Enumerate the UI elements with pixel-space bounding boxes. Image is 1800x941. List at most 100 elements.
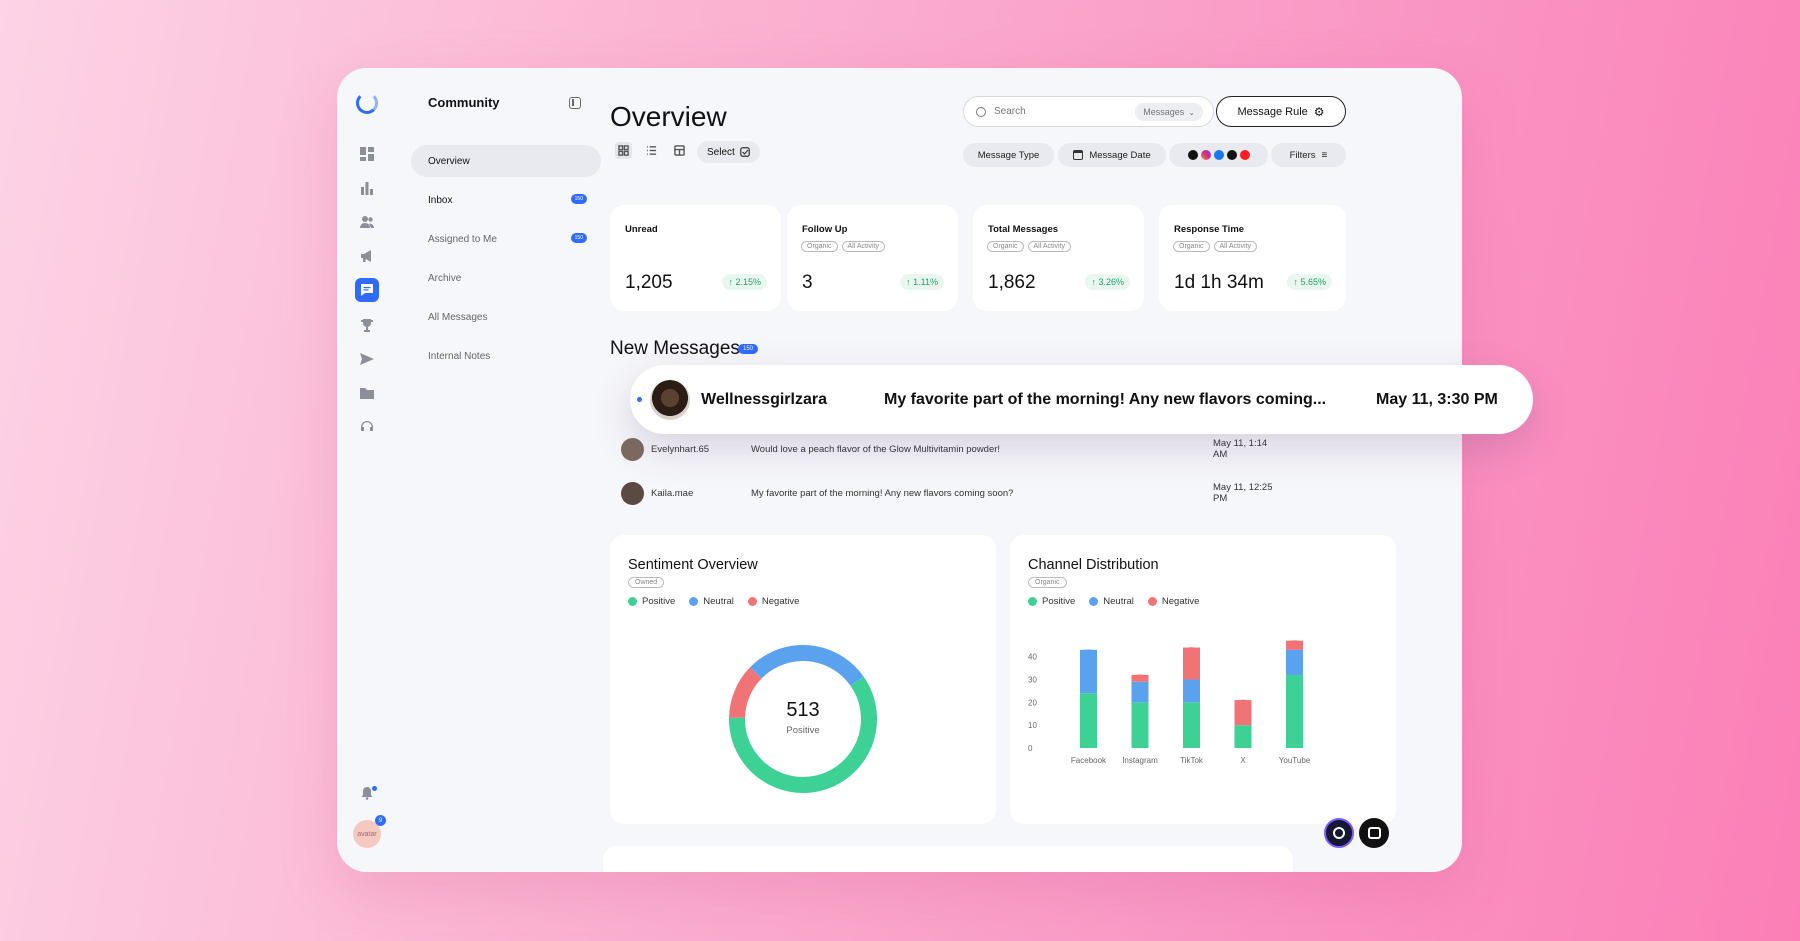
bar-cap-facebook — [1080, 649, 1097, 659]
bar-youtube-positive[interactable] — [1286, 674, 1303, 748]
sidebar-item-internal-notes[interactable]: Internal Notes — [411, 340, 601, 372]
y-tick-label: 30 — [1028, 676, 1037, 685]
kpi-card-total-messages[interactable]: Total Messages Organic All Activity 1,86… — [973, 205, 1144, 311]
message-row[interactable]: Evelynhart.65 Would love a peach flavor … — [603, 429, 1283, 469]
avatar — [621, 481, 644, 505]
message-type-filter[interactable]: Message Type — [963, 143, 1054, 167]
messages-icon[interactable] — [355, 278, 379, 302]
donut-center-label: Positive — [786, 725, 820, 736]
main-content: Overview Select Messages ⌄ Me — [593, 68, 1462, 872]
negative-swatch — [1147, 597, 1157, 606]
youtube-icon — [1239, 150, 1250, 160]
legend-label: Negative — [1161, 596, 1200, 607]
dashboard-icon[interactable] — [355, 142, 379, 166]
tag-all-activity: All Activity — [1027, 241, 1072, 252]
x-tick-label: X — [1240, 756, 1246, 765]
highlighted-message-row[interactable]: Wellnessgirlzara My favorite part of the… — [630, 365, 1533, 434]
tag-organic: Organic — [801, 241, 838, 252]
checkbox-icon — [739, 147, 750, 157]
inbox-count-badge: 150 — [570, 194, 587, 204]
x-tick-label: YouTube — [1279, 756, 1311, 765]
filters-button[interactable]: Filters ≡ — [1271, 143, 1346, 167]
bar-instagram-neutral[interactable] — [1131, 681, 1149, 703]
message-row[interactable]: Kaila.mae My favorite part of the mornin… — [603, 473, 1283, 513]
kpi-value: 1,205 — [625, 272, 673, 293]
bar-youtube-neutral[interactable] — [1286, 649, 1303, 675]
bar-tiktok-positive[interactable] — [1183, 702, 1200, 748]
avatar — [650, 380, 690, 420]
kpi-value: 3 — [802, 272, 813, 293]
message-type-label: Message Type — [977, 149, 1040, 161]
sidebar-item-archive[interactable]: Archive — [411, 262, 601, 294]
avatar — [621, 437, 644, 461]
board-view-icon[interactable] — [671, 142, 688, 159]
kpi-delta-value: 2.15% — [735, 277, 761, 287]
search-bar[interactable]: Messages ⌄ — [963, 96, 1214, 127]
send-icon[interactable] — [355, 347, 379, 371]
trophy-icon[interactable] — [355, 313, 379, 337]
donut-slice-positive[interactable] — [711, 627, 895, 811]
sidebar-item-label: All Messages — [428, 311, 488, 323]
users-icon[interactable] — [355, 210, 379, 234]
message-date-label: Message Date — [1089, 149, 1151, 161]
card-tag: Owned — [628, 577, 665, 588]
bar-facebook-positive[interactable] — [1080, 693, 1097, 748]
kpi-card-unread[interactable]: Unread 1,205 ↑ 2.15% — [610, 205, 781, 311]
kpi-card-follow-up[interactable]: Follow Up Organic All Activity 3 ↑ 1.11% — [787, 205, 958, 311]
tag-all-activity: All Activity — [841, 241, 886, 252]
kpi-card-response-time[interactable]: Response Time Organic All Activity 1d 1h… — [1159, 205, 1346, 311]
channel-bar-chart: 0 10 20 30 40 Facebook Instagram TikTok X YouTube — [1028, 640, 1311, 765]
grid-view-icon[interactable] — [615, 142, 632, 159]
legend-label: Positive — [642, 596, 676, 607]
legend-label: Neutral — [1103, 596, 1134, 607]
ai-assistant-button[interactable] — [1324, 818, 1354, 848]
message-date-filter[interactable]: Message Date — [1058, 143, 1166, 167]
collapse-sidebar-icon[interactable] — [569, 97, 581, 109]
message-rule-button[interactable]: Message Rule ⚙ — [1216, 96, 1346, 127]
message-sender: Evelynhart.65 — [651, 443, 710, 455]
sidebar-item-label: Internal Notes — [428, 350, 491, 362]
kpi-title: Response Time — [1174, 224, 1245, 235]
search-scope-dropdown[interactable]: Messages ⌄ — [1135, 103, 1203, 121]
bell-icon[interactable] — [355, 781, 379, 805]
sentiment-overview-card: Sentiment Overview Owned Positive Neutra… — [610, 535, 996, 824]
card-tag: Organic — [1028, 577, 1067, 588]
sidebar-item-label: Overview — [428, 155, 470, 167]
search-icon — [976, 106, 986, 117]
list-view-icon[interactable] — [643, 142, 660, 159]
chat-button[interactable] — [1359, 818, 1389, 848]
legend-neutral: Neutral — [1089, 596, 1134, 607]
megaphone-icon[interactable] — [355, 244, 379, 268]
community-sidebar: Community Overview Inbox 150 Assigned to… — [397, 68, 601, 872]
x-tick-label: Facebook — [1071, 756, 1107, 765]
message-date: May 11, 3:30 PM — [1376, 391, 1498, 408]
notification-dot — [372, 786, 377, 791]
kpi-tags: Organic All Activity — [1173, 241, 1258, 252]
app-window: avatar 9 Community Overview Inbox 150 As… — [337, 68, 1462, 872]
bar-tiktok-negative[interactable] — [1183, 647, 1200, 680]
bar-tiktok-neutral[interactable] — [1183, 679, 1200, 703]
kpi-title: Unread — [625, 224, 658, 235]
headset-icon[interactable] — [355, 415, 379, 439]
kpi-delta-value: 5.65% — [1300, 277, 1326, 287]
sidebar-item-assigned[interactable]: Assigned to Me 150 — [411, 223, 601, 255]
sidebar-item-inbox[interactable]: Inbox 150 — [411, 184, 601, 216]
select-button[interactable]: Select — [697, 141, 760, 163]
folder-icon[interactable] — [355, 381, 379, 405]
bar-cap-x — [1234, 699, 1252, 709]
neutral-swatch — [1089, 597, 1099, 606]
sidebar-item-overview[interactable]: Overview — [411, 145, 601, 177]
bar-x-positive[interactable] — [1234, 725, 1252, 748]
kpi-title: Total Messages — [988, 224, 1059, 235]
bar-instagram-positive[interactable] — [1131, 702, 1149, 748]
channel-filter[interactable] — [1169, 143, 1268, 167]
bar-facebook-neutral[interactable] — [1080, 649, 1097, 694]
legend-positive: Positive — [628, 596, 675, 607]
search-input[interactable] — [994, 106, 1124, 117]
chart-legend: Positive Neutral Negative — [628, 596, 799, 607]
sidebar-title: Community — [428, 95, 500, 110]
message-preview: My favorite part of the morning! Any new… — [751, 487, 1014, 499]
analytics-icon[interactable] — [355, 176, 379, 200]
sidebar-item-all-messages[interactable]: All Messages — [411, 301, 601, 333]
assigned-count-badge: 150 — [570, 233, 587, 243]
